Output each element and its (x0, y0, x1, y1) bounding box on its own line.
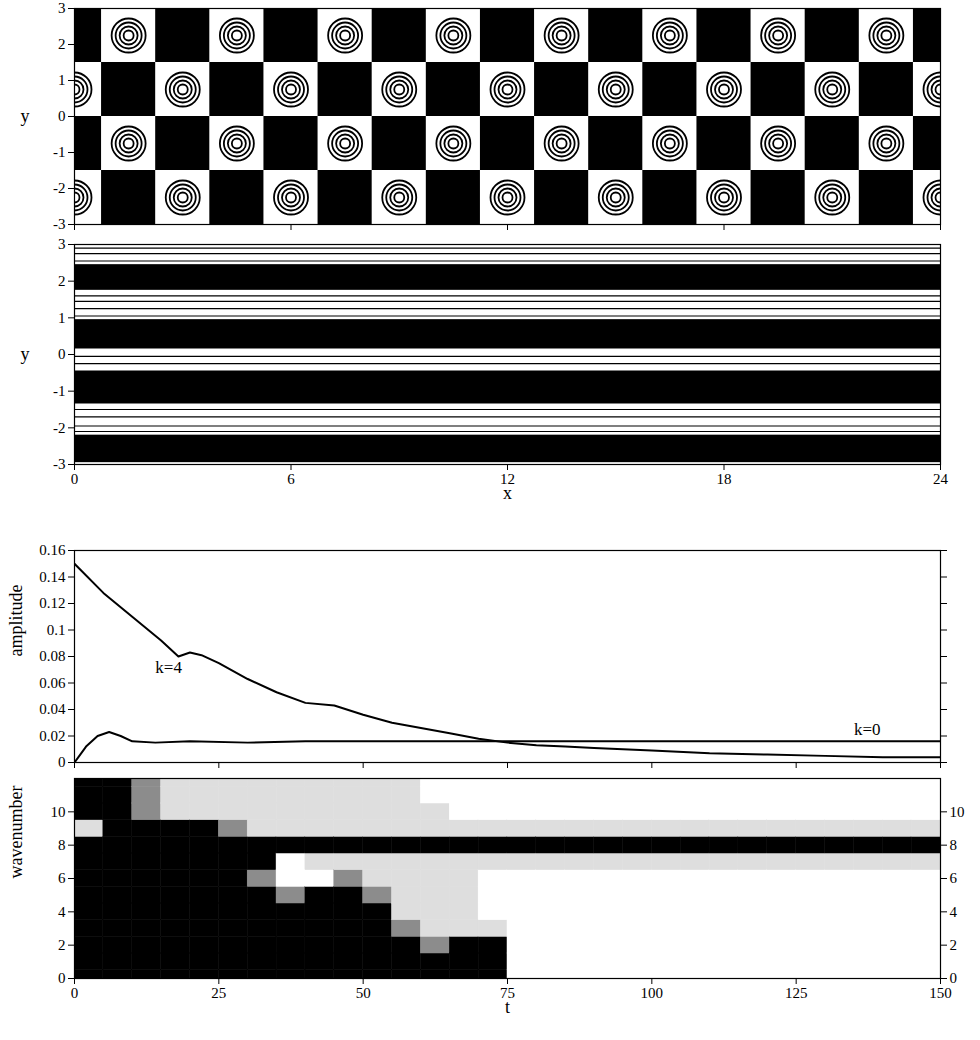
svg-text:0.04: 0.04 (39, 701, 66, 717)
svg-text:-1: -1 (53, 383, 66, 399)
svg-text:25: 25 (211, 985, 226, 1001)
svg-text:-1: -1 (53, 144, 66, 160)
svg-text:50: 50 (356, 985, 371, 1001)
svg-text:0.16: 0.16 (39, 542, 66, 558)
svg-text:3: 3 (58, 236, 66, 252)
svg-text:6: 6 (58, 870, 66, 886)
svg-text:y: y (21, 344, 30, 364)
svg-text:2: 2 (58, 36, 66, 52)
svg-text:0: 0 (58, 970, 66, 986)
svg-text:x: x (503, 483, 512, 503)
svg-text:10: 10 (950, 804, 965, 820)
svg-text:0: 0 (950, 970, 958, 986)
svg-text:-2: -2 (53, 180, 66, 196)
svg-text:-3: -3 (53, 456, 66, 472)
svg-text:-3: -3 (53, 216, 66, 232)
svg-text:2: 2 (58, 937, 66, 953)
svg-text:18: 18 (717, 471, 732, 487)
svg-text:y: y (21, 106, 30, 126)
svg-text:t: t (505, 997, 510, 1017)
svg-text:0.1: 0.1 (47, 622, 66, 638)
svg-text:amplitude: amplitude (6, 585, 26, 657)
svg-text:k=0: k=0 (854, 720, 881, 739)
svg-text:0: 0 (71, 471, 79, 487)
svg-text:0.06: 0.06 (39, 675, 66, 691)
svg-text:0.08: 0.08 (39, 648, 65, 664)
svg-text:24: 24 (933, 471, 949, 487)
svg-text:12: 12 (500, 471, 515, 488)
svg-text:0.02: 0.02 (39, 728, 65, 744)
svg-text:0: 0 (71, 985, 79, 1001)
svg-text:6: 6 (287, 471, 295, 487)
svg-text:0.12: 0.12 (39, 595, 65, 611)
svg-text:1: 1 (58, 310, 66, 326)
svg-text:4: 4 (58, 904, 66, 920)
svg-text:-2: -2 (53, 420, 66, 436)
svg-text:0: 0 (58, 108, 66, 124)
svg-text:1: 1 (58, 72, 66, 88)
svg-text:8: 8 (58, 837, 66, 853)
svg-text:2: 2 (58, 273, 66, 289)
svg-text:125: 125 (785, 985, 808, 1001)
svg-text:2: 2 (950, 937, 958, 953)
svg-text:10: 10 (51, 804, 66, 820)
svg-text:3: 3 (58, 0, 66, 16)
svg-text:0: 0 (58, 754, 66, 770)
svg-text:75: 75 (500, 985, 515, 1002)
svg-text:0: 0 (58, 346, 66, 362)
svg-text:4: 4 (950, 904, 958, 920)
svg-text:0.14: 0.14 (39, 569, 66, 585)
svg-text:150: 150 (929, 985, 952, 1001)
svg-text:8: 8 (950, 837, 958, 853)
svg-text:6: 6 (950, 870, 958, 886)
svg-text:k=4: k=4 (155, 658, 182, 677)
svg-text:wavenumber: wavenumber (6, 786, 26, 879)
svg-text:100: 100 (641, 985, 664, 1001)
